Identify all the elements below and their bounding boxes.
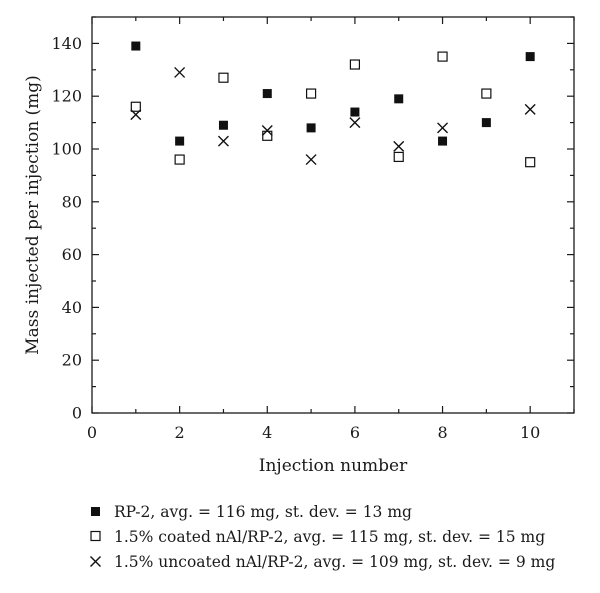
y-tick-label: 60 xyxy=(62,245,82,264)
data-point-open-square xyxy=(349,59,361,70)
y-tick-label: 40 xyxy=(62,298,82,317)
series-cross xyxy=(130,66,536,166)
data-point-cross xyxy=(437,122,449,134)
data-point-filled-square xyxy=(394,94,404,104)
data-point-open-square xyxy=(481,88,492,99)
data-point-filled-square xyxy=(218,120,228,130)
axis-ticks xyxy=(91,16,575,414)
y-tick-label: 20 xyxy=(62,351,82,370)
data-points xyxy=(130,41,536,168)
legend-marker-filled-square xyxy=(91,507,100,516)
data-point-open-square xyxy=(262,130,273,141)
data-point-open-square xyxy=(218,72,229,83)
x-tick-label: 6 xyxy=(350,423,360,442)
data-point-cross xyxy=(524,103,536,115)
data-point-cross xyxy=(261,125,273,137)
legend-item-rp2: RP-2, avg. = 116 mg, st. dev. = 13 mg xyxy=(91,503,412,521)
plot-frame xyxy=(91,16,575,414)
data-point-filled-square xyxy=(306,123,316,133)
legend-item-uncoated: 1.5% uncoated nAl/RP-2, avg. = 109 mg, s… xyxy=(90,553,555,571)
data-point-cross xyxy=(393,140,405,152)
data-point-open-square xyxy=(525,157,536,168)
x-tick-label: 10 xyxy=(520,423,540,442)
data-point-cross xyxy=(217,135,229,147)
data-point-cross xyxy=(130,109,142,121)
data-point-filled-square xyxy=(481,118,491,128)
y-tick-label: 120 xyxy=(51,87,82,106)
y-tick-label: 140 xyxy=(51,34,82,53)
x-axis-title: Injection number xyxy=(259,456,408,476)
data-point-cross xyxy=(305,154,317,166)
data-point-filled-square xyxy=(131,41,141,51)
y-tick-label: 80 xyxy=(62,192,82,211)
data-point-open-square xyxy=(437,51,448,62)
legend-marker-open-square xyxy=(90,530,101,542)
legend-label-rp2: RP-2, avg. = 116 mg, st. dev. = 13 mg xyxy=(114,503,412,521)
y-tick-label: 0 xyxy=(72,404,82,423)
data-point-open-square xyxy=(130,101,141,112)
data-point-filled-square xyxy=(438,136,448,146)
data-point-cross xyxy=(349,117,361,129)
series-filled-square xyxy=(131,41,535,146)
data-point-open-square xyxy=(174,154,185,165)
legend-label-coated: 1.5% coated nAl/RP-2, avg. = 115 mg, st.… xyxy=(114,528,545,546)
series-open-square xyxy=(130,51,536,168)
data-point-open-square xyxy=(305,88,317,99)
data-point-filled-square xyxy=(525,52,535,62)
y-axis-title: Mass injected per injection (mg) xyxy=(23,75,43,355)
data-point-open-square xyxy=(393,151,404,163)
data-point-filled-square xyxy=(262,89,272,99)
legend-item-coated: 1.5% coated nAl/RP-2, avg. = 115 mg, st.… xyxy=(90,528,545,546)
x-tick-label: 0 xyxy=(87,423,97,442)
x-tick-label: 2 xyxy=(175,423,185,442)
y-tick-label: 100 xyxy=(51,140,82,159)
legend-label-uncoated: 1.5% uncoated nAl/RP-2, avg. = 109 mg, s… xyxy=(114,553,555,571)
data-point-cross xyxy=(174,66,186,78)
data-point-filled-square xyxy=(175,136,185,146)
x-tick-label: 8 xyxy=(437,423,447,442)
data-point-filled-square xyxy=(350,107,360,117)
legend: RP-2, avg. = 116 mg, st. dev. = 13 mg 1.… xyxy=(90,503,555,571)
legend-marker-cross xyxy=(90,556,101,567)
x-tick-label: 4 xyxy=(262,423,272,442)
